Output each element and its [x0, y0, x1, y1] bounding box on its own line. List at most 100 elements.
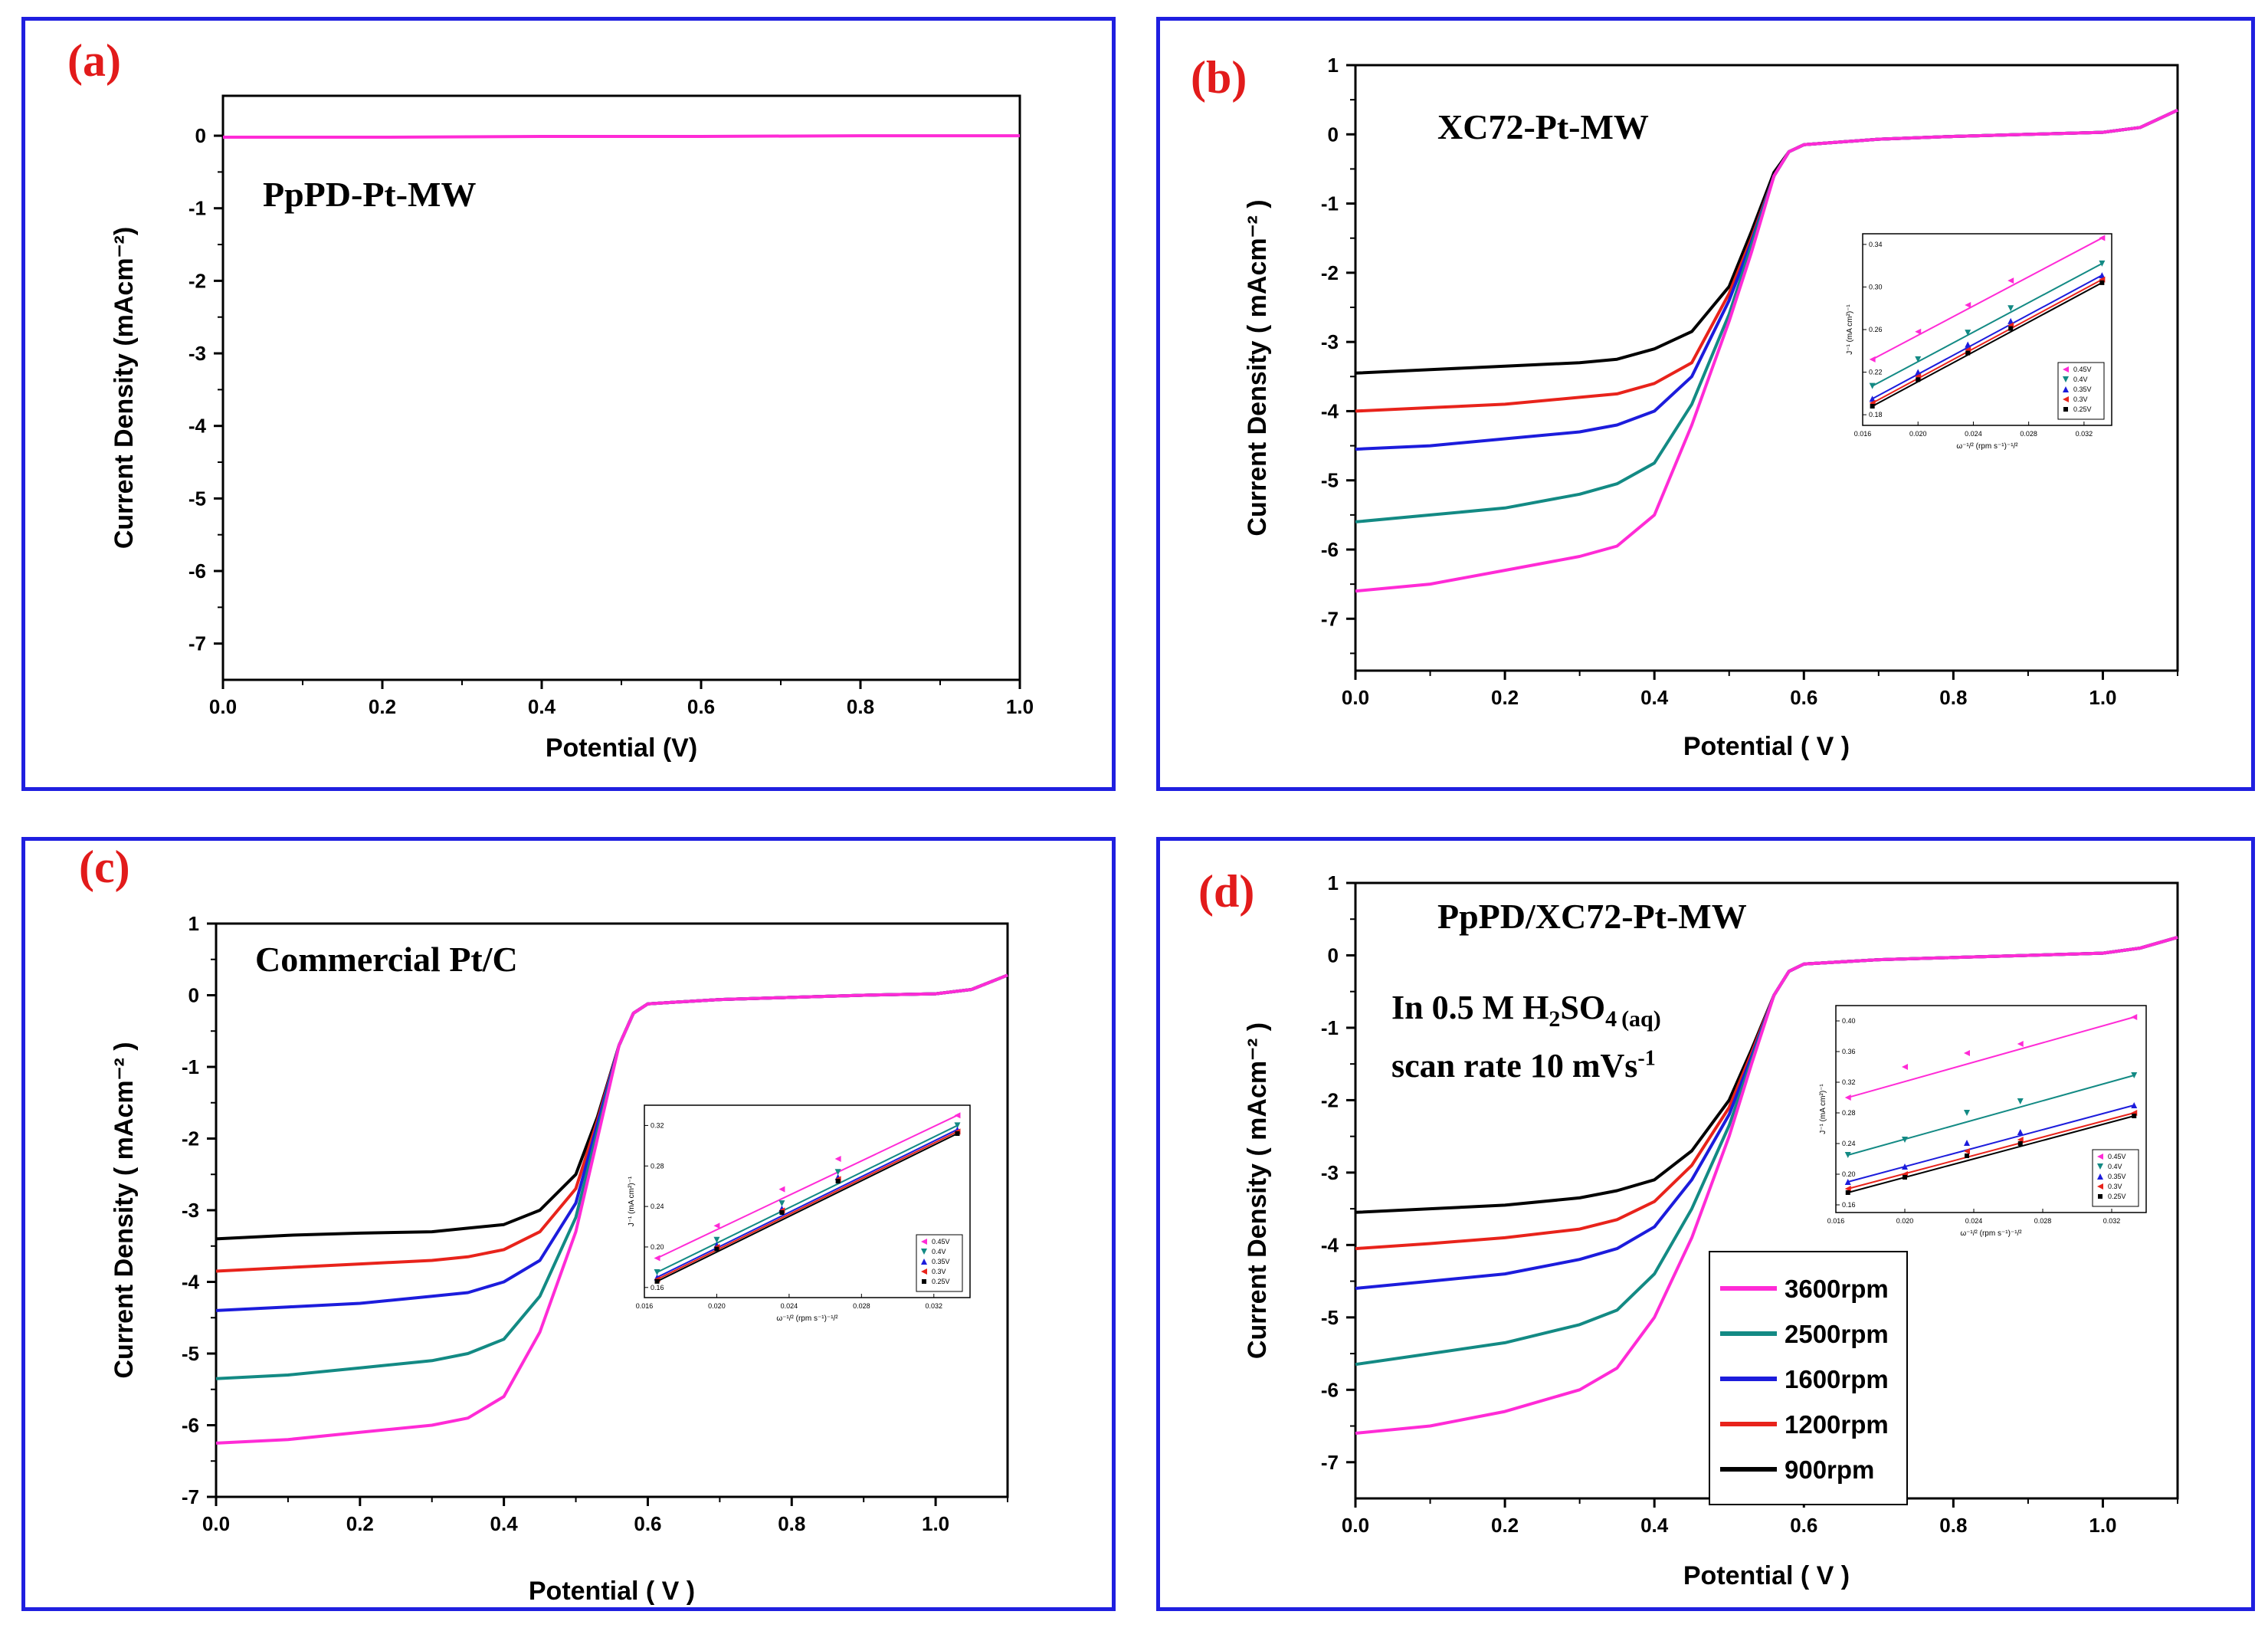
- inset-marker: [2063, 376, 2069, 382]
- inset-fit-line-0.25V: [657, 1133, 958, 1282]
- inset-marker: [834, 1156, 841, 1163]
- x-tick-label: 0.4: [528, 695, 556, 718]
- inset-marker: [1964, 1148, 1970, 1154]
- inset-marker: [2063, 366, 2069, 372]
- inset-x-tick-label: 0.024: [1965, 430, 1982, 438]
- y-tick-label: -1: [1321, 1016, 1339, 1039]
- inset-marker: [1869, 395, 1876, 402]
- x-tick-label: 0.6: [687, 695, 715, 718]
- y-tick-label: 0: [195, 124, 206, 147]
- inset-y-tick-label: 0.26: [1869, 326, 1883, 333]
- inset-y-tick-label: 0.16: [651, 1284, 664, 1291]
- title-a: PpPD-Pt-MW: [263, 175, 477, 214]
- inset-fit-line-0.25V: [1847, 1115, 2135, 1193]
- inset-x-tick-label: 0.024: [781, 1302, 798, 1310]
- y-tick-label: -4: [188, 415, 207, 438]
- legend-label-1200rpm: 1200rpm: [1785, 1410, 1889, 1439]
- y-axis-label: Current Density ( mAcm⁻² ): [1243, 199, 1272, 536]
- electrolyte-mid: SO: [1560, 989, 1606, 1026]
- inset-y-tick-label: 0.16: [1842, 1201, 1856, 1209]
- inset-x-tick-label: 0.016: [1827, 1217, 1845, 1225]
- y-tick-label: -2: [1321, 1088, 1339, 1111]
- y-tick-label: -1: [1321, 192, 1339, 215]
- inset-y-tick-label: 0.32: [1842, 1078, 1856, 1086]
- legend-label-900rpm: 900rpm: [1785, 1455, 1874, 1484]
- y-tick-label: -1: [182, 1055, 199, 1078]
- inset-y-tick-label: 0.20: [1842, 1170, 1856, 1178]
- legend-label-1600rpm: 1600rpm: [1785, 1365, 1889, 1393]
- x-tick-label: 1.0: [2089, 686, 2116, 709]
- inset-marker: [2098, 1194, 2102, 1199]
- inset-marker: [2097, 1183, 2103, 1190]
- inset-marker: [1915, 328, 1922, 335]
- inset-marker: [2099, 235, 2106, 241]
- panel-b: 0.0 0.2 0.4 0.6 0.8 1.0 1 0 -1 -2 -3 -4 -5 -6 -7 Potent…: [1156, 17, 2255, 791]
- inset-x-tick-label: 0.028: [2020, 430, 2037, 438]
- legend-label-3600rpm: 3600rpm: [1785, 1275, 1889, 1303]
- y-tick-label: -5: [1321, 1306, 1339, 1329]
- x-tick-label: 0.2: [369, 695, 396, 718]
- inset-legend-label: 0.3V: [2108, 1183, 2122, 1190]
- inset-legend-label: 0.4V: [932, 1248, 946, 1255]
- y-tick-label: -2: [1321, 261, 1339, 284]
- inset-marker: [2017, 1041, 2024, 1047]
- panel-a: 0.0 0.2 0.4 0.6 0.8 1.0 0 -1 -2 -3 -4 -5 -6 -7 Potenti…: [21, 17, 1116, 791]
- x-tick-label: 1.0: [922, 1512, 949, 1535]
- panel-label-c: (c): [79, 842, 130, 892]
- inset-marker: [2097, 1163, 2103, 1170]
- inset-y-tick-label: 0.30: [1869, 283, 1883, 290]
- inset-y-tick-label: 0.40: [1842, 1017, 1856, 1025]
- y-tick-label: -4: [1321, 399, 1339, 422]
- chart-c: 0.0 0.2 0.4 0.6 0.8 1.0 1 0 -1 -2 -3 -4 -5 -6 -7 Potent…: [110, 912, 1009, 1606]
- x-tick-label: 0.8: [1939, 1514, 1967, 1537]
- inset-fit-line-0.3V: [1847, 1112, 2135, 1190]
- inset-marker: [921, 1259, 927, 1265]
- inset-legend-label: 0.45V: [932, 1238, 950, 1245]
- x-tick-label: 1.0: [2089, 1514, 2116, 1537]
- electrolyte-annotation: In 0.5 M H2SO4 (aq): [1391, 988, 1661, 1032]
- y-tick-label: -4: [1321, 1233, 1339, 1256]
- electrolyte-aq: (aq): [1621, 1006, 1661, 1032]
- inset-marker: [2097, 1154, 2103, 1160]
- inset-marker: [1870, 404, 1875, 409]
- inset-marker: [1964, 1140, 1970, 1146]
- inset-fit-line-0.45V: [1847, 1016, 2135, 1098]
- inset-marker: [921, 1249, 927, 1255]
- inset-marker: [1964, 1050, 1970, 1056]
- inset-legend-label: 0.4V: [2108, 1163, 2122, 1170]
- inset-y-tick-label: 0.24: [651, 1203, 664, 1210]
- inset-marker: [2131, 1102, 2138, 1108]
- panel-d: 0.0 0.2 0.4 0.6 0.8 1.0 1 0 -1 -2 -3 -4 -5 -6 -7 Potent…: [1156, 837, 2255, 1611]
- inset-marker: [1844, 1094, 1851, 1101]
- inset-marker: [2099, 272, 2106, 279]
- inset-y-label: J⁻¹ (mA cm²)⁻¹: [1819, 1084, 1827, 1134]
- x-tick-label: 0.0: [1342, 686, 1369, 709]
- inset-y-tick-label: 0.28: [651, 1162, 664, 1170]
- chart-b: 0.0 0.2 0.4 0.6 0.8 1.0 1 0 -1 -2 -3 -4 -5 -6 -7 Potent…: [1243, 54, 2179, 761]
- panel-label-a: (a): [67, 35, 121, 86]
- inset-y-label: J⁻¹ (mA cm²)⁻¹: [628, 1176, 636, 1226]
- inset-marker: [1844, 1152, 1851, 1158]
- y-tick-label: -2: [188, 269, 206, 292]
- inset-marker: [2017, 1098, 2024, 1104]
- inset-x-label: ω⁻¹/² (rpm s⁻¹)⁻¹/²: [1960, 1229, 2022, 1238]
- inset-fit-line-0.3V: [657, 1131, 958, 1281]
- inset-marker: [1965, 330, 1971, 336]
- inset-legend-label: 0.35V: [932, 1258, 950, 1265]
- inset-marker: [2017, 1129, 2024, 1135]
- inset-marker: [921, 1268, 927, 1275]
- y-tick-label: -6: [182, 1414, 199, 1437]
- inset-y-tick-label: 0.28: [1842, 1109, 1856, 1117]
- x-tick-label: 0.4: [1640, 686, 1669, 709]
- y-tick-label: 0: [188, 984, 199, 1007]
- inset-marker: [1902, 1163, 1908, 1170]
- y-tick-label: -6: [1321, 1378, 1339, 1401]
- inset-marker: [2007, 277, 2014, 284]
- y-tick-label: 1: [1328, 54, 1339, 77]
- y-tick-label: 1: [1328, 871, 1339, 894]
- series-line-3600rpm: [215, 973, 1008, 1445]
- inset-fit-line-0.3V: [1872, 278, 2102, 404]
- inset-marker: [654, 1268, 660, 1275]
- series-line-3600rpm: [1355, 935, 2178, 1435]
- inset-fit-line-0.4V: [1872, 263, 2102, 387]
